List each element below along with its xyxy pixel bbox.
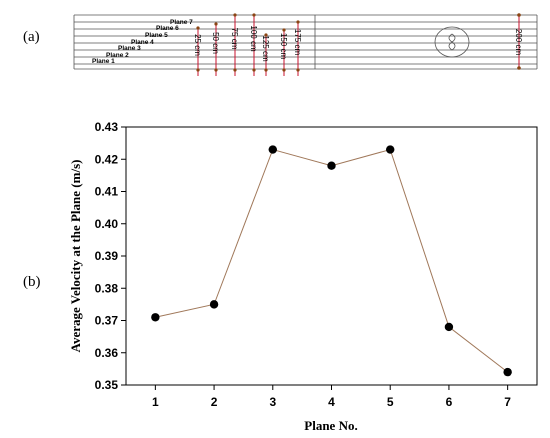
y-tick-label: 0.40	[95, 217, 119, 231]
x-axis-title: Plane No.	[304, 418, 357, 433]
data-point	[268, 145, 277, 154]
data-point	[444, 322, 454, 332]
y-axis-title: Average Velocity at the Plane (m/s)	[68, 160, 83, 353]
x-tick-label: 6	[446, 395, 453, 409]
arrow-head	[264, 33, 268, 37]
arrow-head	[264, 68, 268, 72]
distance-label: 175 cm	[293, 29, 302, 56]
panel-a-label: (a)	[23, 29, 40, 45]
distance-label: 125 cm	[261, 35, 270, 62]
panel-b-label: (b)	[23, 274, 41, 290]
x-tick-label: 7	[504, 395, 511, 409]
plane-label: Plane 4	[131, 39, 154, 46]
x-tick-label: 3	[269, 395, 276, 409]
data-point	[386, 145, 395, 154]
plane-label: Plane 3	[118, 45, 141, 52]
arrow-head	[233, 68, 237, 72]
plane-label: Plane 2	[106, 52, 129, 59]
data-point	[209, 300, 219, 309]
data-point	[503, 367, 512, 377]
arrow-head	[214, 68, 218, 72]
x-tick-label: 2	[211, 395, 218, 409]
arrow-head	[282, 28, 286, 32]
arrow-head	[282, 68, 286, 72]
data-point	[327, 161, 336, 170]
distance-label: 150 cm	[279, 33, 288, 60]
plane-label: Plane 1	[92, 58, 115, 65]
arrow-head	[252, 13, 256, 17]
y-tick-label: 0.36	[95, 346, 119, 360]
swirl-icon	[448, 33, 456, 51]
plane-label: Plane 7	[170, 19, 193, 26]
inlet-circle-icon	[434, 26, 470, 58]
plane-label: Plane 6	[156, 25, 179, 32]
y-tick-label: 0.41	[95, 185, 119, 199]
arrow-head	[252, 68, 256, 72]
distance-label: 75 cm	[230, 28, 239, 50]
arrow-head	[196, 68, 200, 72]
data-point	[151, 313, 160, 322]
x-tick-label: 5	[387, 395, 394, 409]
y-tick-label: 0.38	[95, 281, 119, 295]
total-length-label: 200 cm	[514, 29, 523, 56]
distance-label: 100 cm	[249, 25, 258, 52]
arrow-head	[296, 20, 300, 24]
distance-label: 50 cm	[211, 32, 220, 54]
plane-label: Plane 5	[145, 32, 168, 39]
arrow-head	[296, 68, 300, 72]
arrow-head	[233, 13, 237, 17]
y-tick-label: 0.42	[95, 152, 119, 166]
distance-label: 25 cm	[193, 34, 202, 56]
arrow-head	[196, 26, 200, 30]
x-tick-label: 4	[328, 395, 335, 409]
arrow-head	[214, 22, 218, 26]
x-tick-label: 1	[152, 395, 159, 409]
y-tick-label: 0.39	[95, 249, 119, 263]
y-tick-label: 0.43	[95, 120, 119, 134]
series-line	[155, 148, 508, 373]
y-tick-label: 0.35	[95, 378, 119, 392]
y-tick-label: 0.37	[95, 314, 119, 328]
